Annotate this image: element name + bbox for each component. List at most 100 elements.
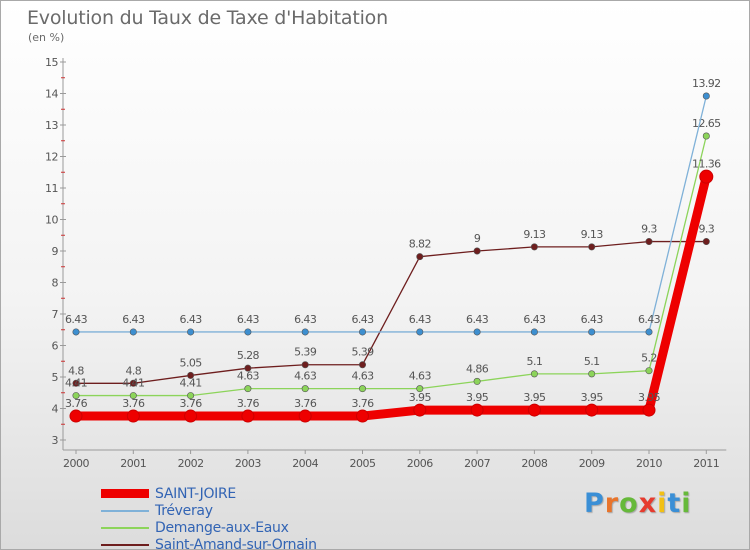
data-point-demange-aux-eaux <box>187 392 195 400</box>
data-label-saint-amand-sur-ornain: 4.8 <box>68 364 84 377</box>
legend-item: SAINT-JOIRE <box>101 485 317 502</box>
data-point-tr-veray <box>72 328 80 336</box>
data-label-saint-joire: 3.95 <box>466 391 489 404</box>
data-label-saint-joire: 3.76 <box>65 397 88 410</box>
data-point-tr-veray <box>473 328 481 336</box>
x-tick-label: 2007 <box>464 457 490 470</box>
data-label-tr-veray: 6.43 <box>523 313 546 326</box>
x-tick-label: 2000 <box>63 457 89 470</box>
data-point-tr-veray <box>244 328 252 336</box>
y-tick-label: 14 <box>45 88 58 101</box>
data-label-saint-amand-sur-ornain: 5.39 <box>294 346 317 359</box>
data-point-demange-aux-eaux <box>530 370 538 378</box>
data-point-saint-joire <box>69 409 83 423</box>
logo-letter: i <box>681 488 692 519</box>
data-label-saint-joire: 3.76 <box>180 397 203 410</box>
data-label-saint-amand-sur-ornain: 9.13 <box>523 228 546 241</box>
data-point-saint-joire <box>356 409 369 423</box>
data-label-saint-joire: 3.95 <box>523 391 546 404</box>
data-point-saint-amand-sur-ornain <box>244 364 252 372</box>
x-tick-label: 2011 <box>693 457 719 470</box>
data-label-demange-aux-eaux: 5.2 <box>641 352 657 365</box>
data-point-tr-veray <box>358 328 366 336</box>
data-label-demange-aux-eaux: 4.41 <box>180 377 202 390</box>
data-label-saint-amand-sur-ornain: 9.3 <box>641 223 657 236</box>
data-label-demange-aux-eaux: 12.65 <box>692 117 721 130</box>
logo-letter: o <box>619 488 639 519</box>
data-label-demange-aux-eaux: 4.63 <box>237 370 260 383</box>
data-point-tr-veray <box>301 328 309 336</box>
legend-swatch <box>101 489 149 498</box>
data-point-saint-joire <box>126 409 140 423</box>
y-tick-label: 13 <box>45 119 58 132</box>
data-label-demange-aux-eaux: 5.1 <box>584 355 600 368</box>
data-point-tr-veray <box>588 328 596 336</box>
data-label-saint-amand-sur-ornain: 5.39 <box>351 346 374 359</box>
y-tick-label: 9 <box>52 245 59 258</box>
x-tick-label: 2006 <box>407 457 433 470</box>
data-point-demange-aux-eaux <box>129 392 137 400</box>
legend-label: Demange-aux-Eaux <box>155 519 289 536</box>
logo-letter: P <box>584 488 605 519</box>
proxiti-logo: Proxiti <box>584 488 692 519</box>
legend-label: SAINT-JOIRE <box>155 485 236 502</box>
series-line-tr-veray <box>75 95 707 333</box>
data-point-saint-amand-sur-ornain <box>473 247 481 255</box>
data-point-demange-aux-eaux <box>702 132 710 140</box>
data-label-tr-veray: 6.43 <box>638 313 661 326</box>
data-label-demange-aux-eaux: 4.63 <box>409 370 432 383</box>
data-point-demange-aux-eaux <box>301 385 309 393</box>
data-point-saint-amand-sur-ornain <box>301 361 309 369</box>
data-point-saint-joire <box>585 403 599 417</box>
y-tick-label: 8 <box>52 277 59 290</box>
data-label-tr-veray: 13.92 <box>692 77 721 90</box>
data-label-tr-veray: 6.43 <box>237 313 260 326</box>
data-label-saint-amand-sur-ornain: 5.28 <box>237 349 260 362</box>
data-point-demange-aux-eaux <box>588 370 596 378</box>
data-label-demange-aux-eaux: 5.1 <box>527 355 543 368</box>
data-point-saint-joire <box>527 403 541 417</box>
x-tick-label: 2009 <box>579 457 605 470</box>
legend-item: Demange-aux-Eaux <box>101 519 317 536</box>
data-label-saint-amand-sur-ornain: 9.3 <box>698 223 714 236</box>
data-label-saint-joire: 3.76 <box>122 397 145 410</box>
data-label-saint-joire: 3.76 <box>294 397 317 410</box>
data-point-saint-amand-sur-ornain <box>530 243 538 251</box>
data-label-tr-veray: 6.43 <box>466 313 489 326</box>
logo-letter: x <box>638 488 658 519</box>
legend-swatch <box>101 543 149 546</box>
series-line-demange-aux-eaux <box>75 135 707 397</box>
data-point-saint-amand-sur-ornain <box>645 238 653 246</box>
data-label-saint-joire: 11.36 <box>692 158 721 171</box>
data-point-demange-aux-eaux <box>72 392 80 400</box>
data-point-demange-aux-eaux <box>358 385 366 393</box>
data-point-saint-amand-sur-ornain <box>358 361 366 369</box>
data-point-saint-joire <box>699 169 714 184</box>
y-tick-label: 5 <box>52 371 59 384</box>
data-label-tr-veray: 6.43 <box>351 313 374 326</box>
data-label-saint-amand-sur-ornain: 9 <box>474 232 481 245</box>
data-point-saint-amand-sur-ornain <box>129 379 137 387</box>
series-line-saint-joire <box>71 172 711 421</box>
data-label-saint-joire: 3.95 <box>409 391 432 404</box>
data-point-saint-joire <box>642 403 656 417</box>
data-label-saint-amand-sur-ornain: 9.13 <box>581 228 604 241</box>
data-label-tr-veray: 6.43 <box>409 313 432 326</box>
data-point-demange-aux-eaux <box>473 377 481 385</box>
logo-letter: r <box>604 488 620 519</box>
legend-swatch <box>101 509 149 512</box>
data-point-saint-joire <box>241 409 255 423</box>
y-tick-label: 12 <box>45 151 58 164</box>
data-label-demange-aux-eaux: 4.86 <box>466 362 489 375</box>
data-label-tr-veray: 6.43 <box>581 313 604 326</box>
data-label-saint-joire: 3.76 <box>237 397 260 410</box>
data-point-tr-veray <box>129 328 137 336</box>
data-point-saint-joire <box>298 409 312 423</box>
data-label-tr-veray: 6.43 <box>122 313 145 326</box>
data-label-demange-aux-eaux: 4.63 <box>351 370 374 383</box>
x-tick-label: 2002 <box>178 457 204 470</box>
x-tick-label: 2001 <box>120 457 146 470</box>
y-tick-label: 4 <box>52 403 59 416</box>
